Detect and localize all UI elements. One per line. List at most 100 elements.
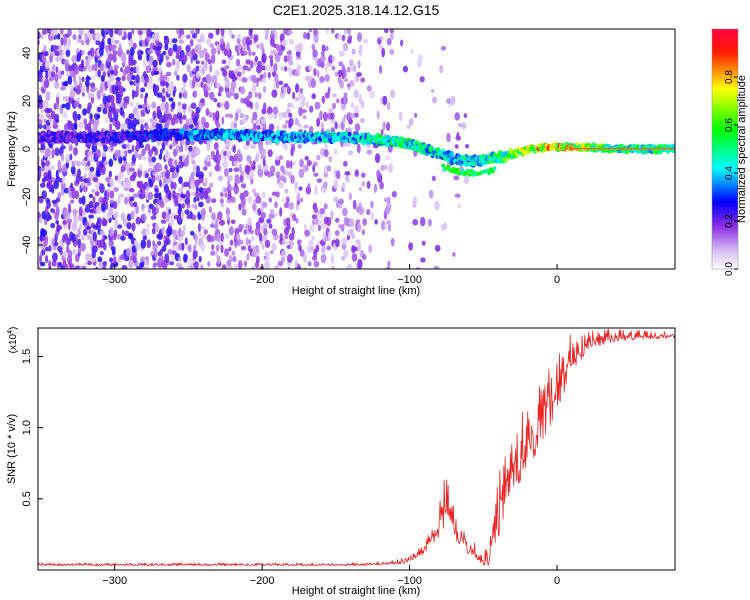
spectrogram-cell xyxy=(129,196,135,202)
spectrogram-cell xyxy=(466,168,470,173)
spectrogram-cell xyxy=(262,158,266,167)
spectrogram-cell xyxy=(41,248,46,256)
spectrogram-cell xyxy=(108,170,113,178)
spectrogram-cell xyxy=(216,102,222,108)
spectrogram-cell xyxy=(323,165,329,175)
spectrogram-cell xyxy=(114,149,119,159)
spectrogram-cell xyxy=(386,201,392,212)
spectrogram-cell xyxy=(257,60,263,68)
spectrogram-cell xyxy=(68,203,71,212)
spectrogram-cell xyxy=(224,248,229,257)
spectrogram-cell xyxy=(92,245,98,254)
spectrogram-cell xyxy=(152,240,156,246)
spectrogram-y-axis-label: Frequency (Hz) xyxy=(6,111,18,187)
spectrogram-cell xyxy=(148,154,153,163)
spectrogram-cell xyxy=(443,222,448,230)
spectrogram-cell xyxy=(328,107,334,114)
spectrogram-cell xyxy=(406,124,411,129)
spectrogram-cell xyxy=(115,79,122,88)
spectrogram-cell xyxy=(204,177,208,184)
spectrogram-cell xyxy=(460,168,465,173)
spectrogram-cell xyxy=(114,229,118,237)
spectrogram-cell xyxy=(129,71,134,76)
spectrogram-cell xyxy=(292,161,296,166)
spectrogram-cell xyxy=(128,232,134,240)
spectrogram-cell xyxy=(359,118,366,123)
spectrogram-cell xyxy=(379,181,384,190)
spectrogram-cell xyxy=(169,136,173,141)
spectrogram-cell xyxy=(110,101,116,112)
spectrogram-cell xyxy=(189,180,196,190)
spectrogram-cell xyxy=(71,54,78,64)
spectrogram-cell xyxy=(264,29,270,36)
spectrogram-cell xyxy=(186,154,190,163)
spectrogram-cell xyxy=(340,121,345,131)
spectrogram-cell xyxy=(61,48,65,58)
spectrogram-cell xyxy=(101,218,108,227)
spectrogram-cell xyxy=(70,165,76,175)
snr-series-line xyxy=(38,328,675,567)
spectrogram-cell xyxy=(171,58,176,66)
spectrogram-cell xyxy=(209,64,213,73)
spectrogram-cell xyxy=(65,95,70,103)
spectrogram-cell xyxy=(245,59,251,65)
spectrogram-cell xyxy=(272,106,279,115)
spectrogram-cell xyxy=(38,169,42,179)
spectrogram-cell xyxy=(357,32,362,42)
spectrogram-y-tick-label: −40 xyxy=(21,236,33,255)
spectrogram-cell xyxy=(279,233,283,241)
spectrogram-cell xyxy=(198,201,204,208)
spectrogram-cell xyxy=(308,29,312,33)
spectrogram-cell xyxy=(196,70,200,79)
spectrogram-cell xyxy=(278,111,283,121)
spectrogram-cell xyxy=(145,186,150,192)
spectrogram-cell xyxy=(233,263,238,269)
spectrogram-cell xyxy=(299,88,304,94)
spectrogram-cell xyxy=(296,192,301,202)
spectrogram-cell xyxy=(219,38,225,45)
spectrogram-cell xyxy=(58,44,63,51)
spectrogram-cell xyxy=(285,196,290,204)
spectrogram-cell xyxy=(454,112,461,121)
spectrogram-cell xyxy=(63,233,69,241)
spectrogram-cell xyxy=(386,38,392,46)
spectrogram-cell xyxy=(245,223,249,230)
spectrogram-cell xyxy=(145,92,148,99)
spectrogram-cell xyxy=(38,196,44,204)
spectrogram-cell xyxy=(255,82,259,88)
spectrogram-cell xyxy=(131,29,135,35)
snr-y-tick-label: 1.5 xyxy=(21,349,33,364)
spectrogram-cell xyxy=(51,148,55,159)
spectrogram-y-tick-label: 0 xyxy=(21,146,33,152)
spectrogram-cell xyxy=(354,123,361,132)
spectrogram-cell xyxy=(185,140,191,146)
spectrogram-cell xyxy=(182,73,188,83)
spectrogram-cell xyxy=(89,166,95,172)
spectrogram-cell xyxy=(320,122,325,129)
spectrogram-cell xyxy=(439,64,444,74)
spectrogram-cell xyxy=(148,67,152,72)
spectrogram-cell xyxy=(155,222,159,232)
spectrogram-cell xyxy=(206,74,212,84)
spectrogram-cell xyxy=(361,180,366,187)
spectrogram-cell xyxy=(168,208,172,215)
spectrogram-cell xyxy=(224,113,231,118)
spectrogram-cell xyxy=(387,260,391,268)
spectrogram-cell xyxy=(251,76,258,84)
spectrogram-cell xyxy=(60,29,64,35)
spectrogram-cell xyxy=(154,31,160,42)
spectrogram-cell xyxy=(173,240,178,246)
spectrogram-cell xyxy=(354,75,360,83)
spectrogram-cell xyxy=(66,244,70,254)
spectrogram-cell xyxy=(95,266,99,269)
spectrogram-cell xyxy=(92,231,97,242)
spectrogram-cell xyxy=(86,234,91,240)
spectrogram-cell xyxy=(197,223,201,232)
spectrogram-cell xyxy=(69,153,73,161)
spectrogram-cell xyxy=(262,222,268,229)
spectrogram-cell xyxy=(224,233,230,240)
spectrogram-cell xyxy=(159,74,164,82)
spectrogram-cell xyxy=(55,95,60,105)
spectrogram-cell xyxy=(184,197,191,205)
spectrogram-cell xyxy=(152,262,158,268)
